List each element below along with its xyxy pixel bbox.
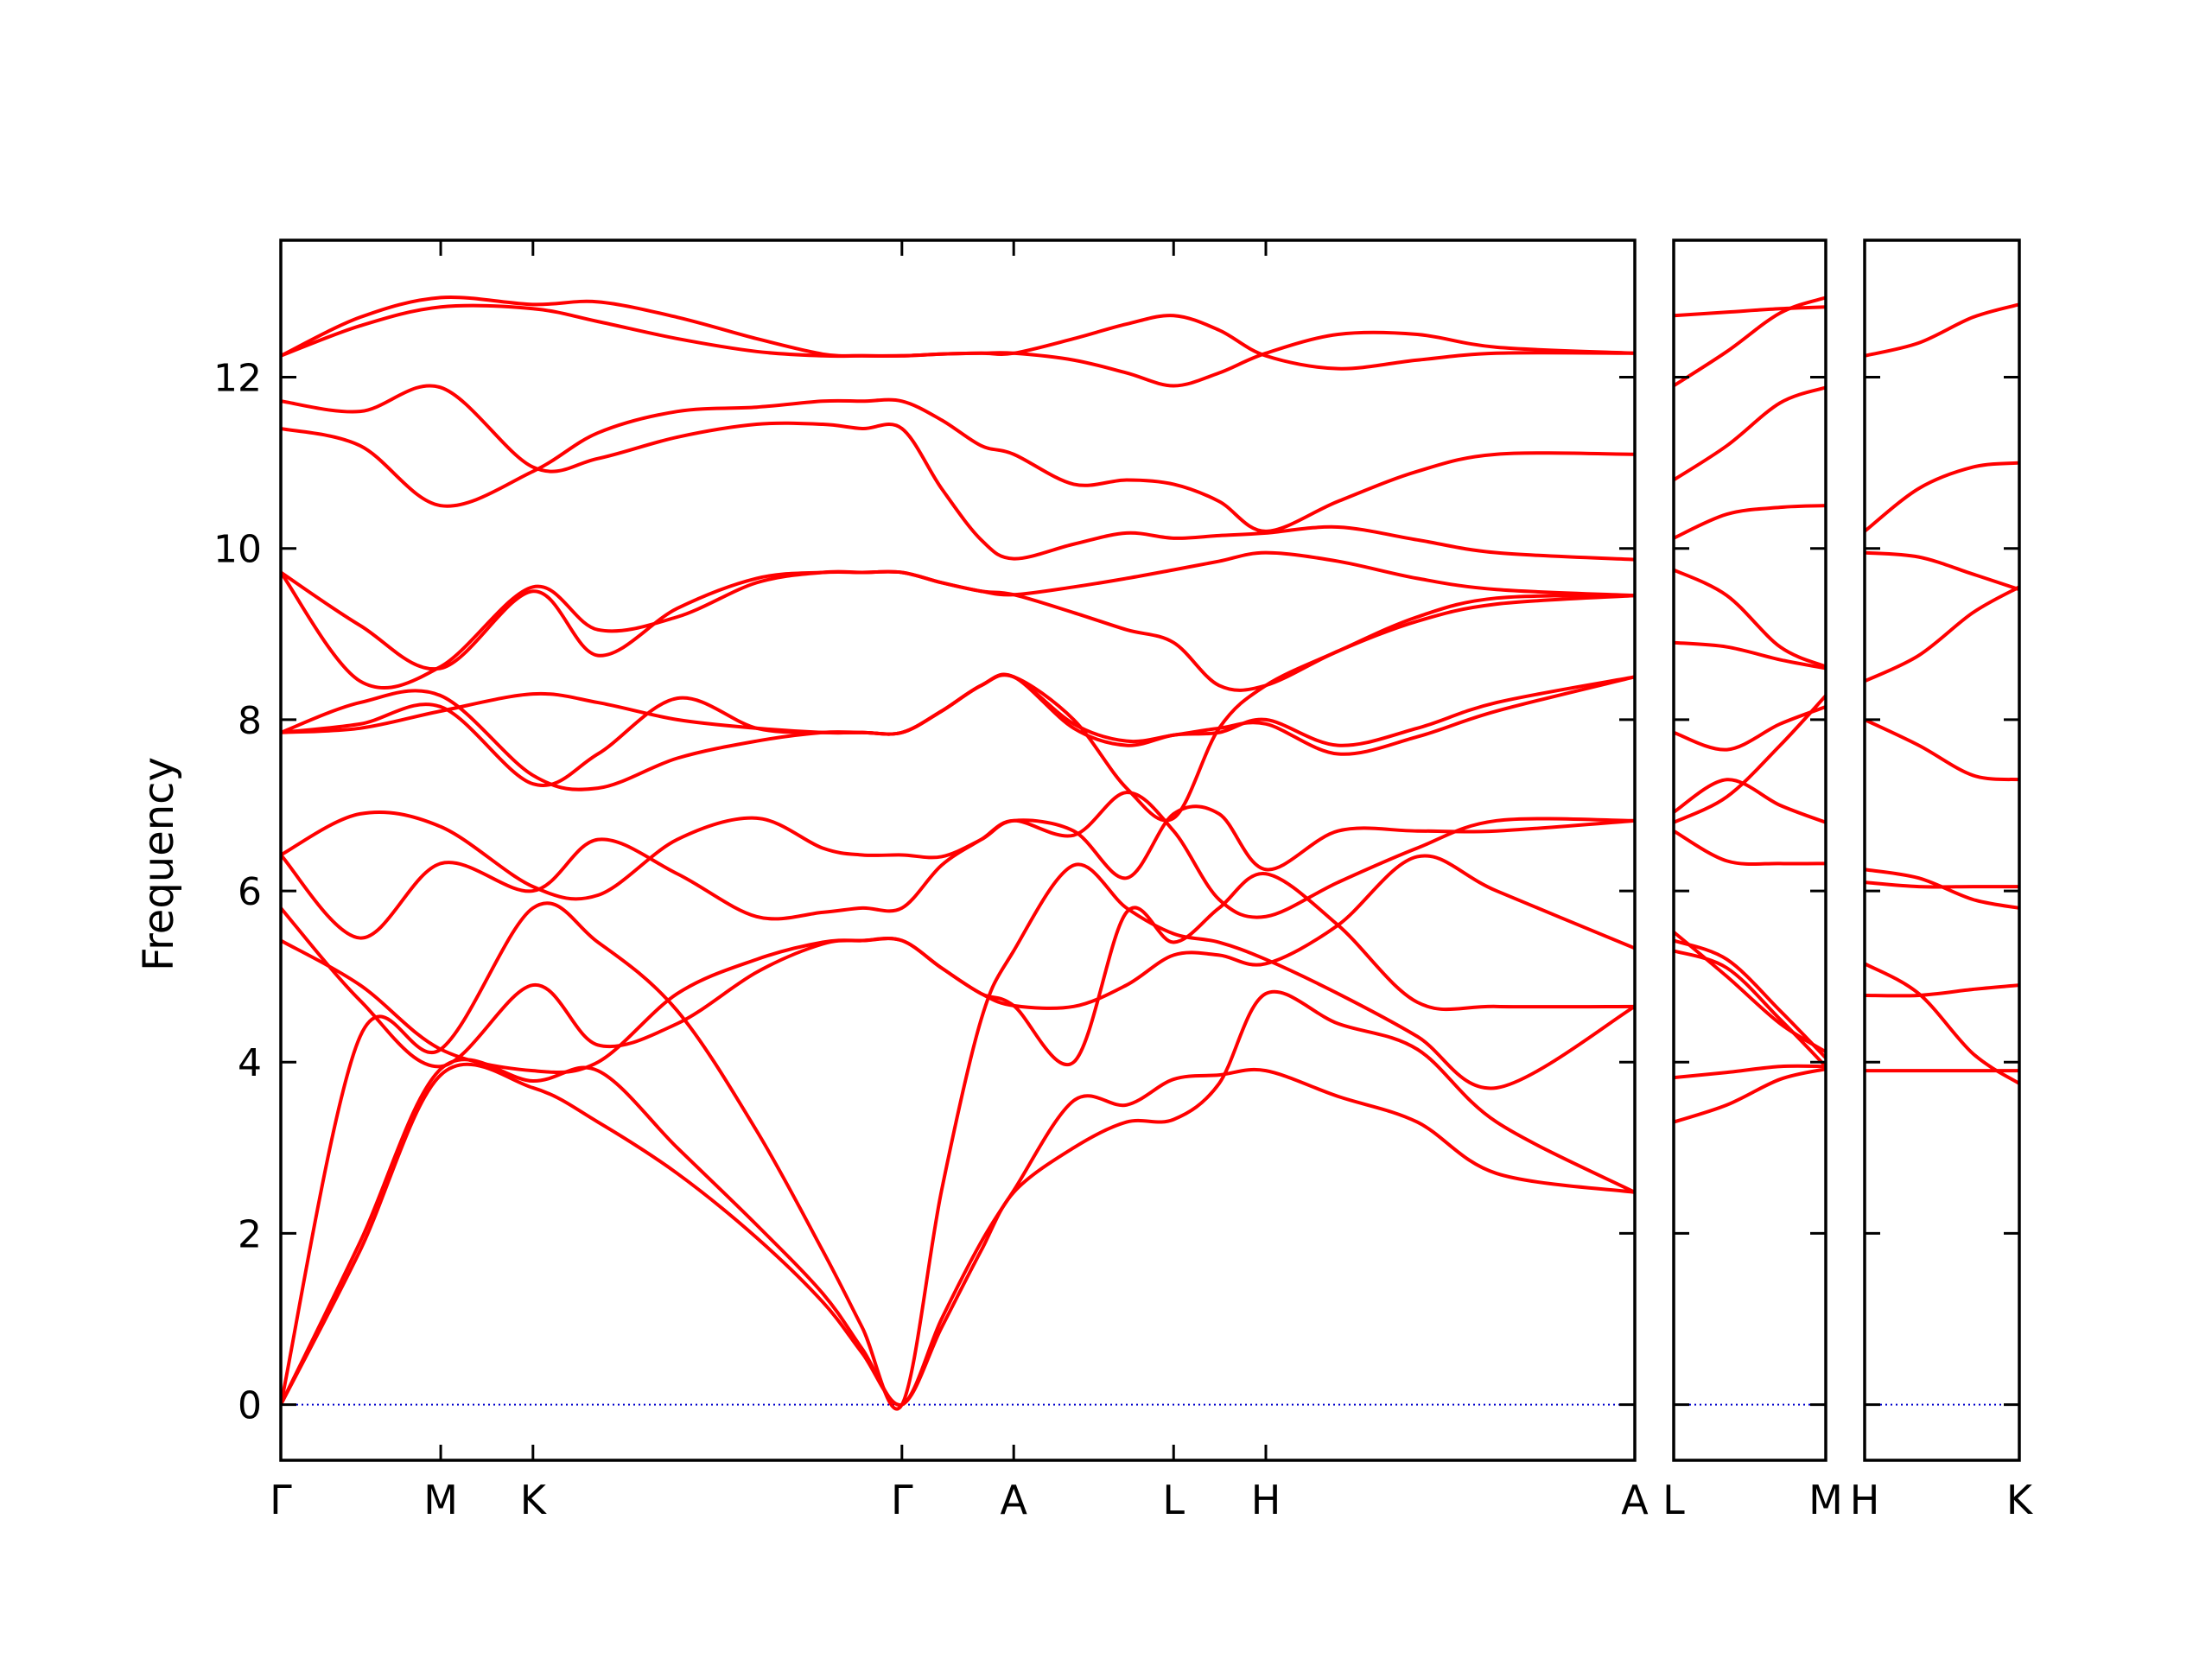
phonon-band-4 [1865, 868, 2019, 910]
phonon-band-3 [1865, 983, 2019, 998]
phonon-band-5 [1865, 880, 2019, 889]
phonon-band-13 [1674, 385, 1826, 482]
phonon-band-8 [1865, 550, 2019, 592]
x-tick-label: K [2006, 1477, 2034, 1523]
phonon-band-2 [1674, 1064, 1826, 1080]
axes-frame [1863, 238, 2021, 1462]
phonon-band-14 [1674, 296, 1826, 388]
y-tick-label: 0 [238, 1384, 262, 1428]
phonon-band-12 [1674, 504, 1826, 540]
phonon-band-6 [281, 791, 1635, 940]
y-tick-label: 4 [238, 1041, 262, 1085]
phonon-band-5 [1674, 930, 1826, 1054]
y-tick-label: 6 [238, 870, 262, 914]
x-tick-label: A [1000, 1477, 1027, 1523]
phonon-band-4 [1674, 938, 1826, 1060]
phonon-band-2 [1865, 962, 2019, 1086]
phonon-band-7 [1674, 778, 1826, 824]
x-tick-label: Γ [891, 1477, 913, 1523]
y-tick-label: 10 [213, 528, 262, 572]
y-tick-label: 8 [238, 699, 262, 743]
y-tick-label: 12 [213, 357, 262, 401]
phonon-band-12 [281, 550, 1635, 671]
y-tick-label: 2 [238, 1212, 262, 1256]
axes-frame [1672, 238, 1827, 1462]
phonon-band-9 [1865, 461, 2019, 533]
x-tick-label: K [520, 1477, 548, 1523]
x-tick-label: H [1251, 1477, 1281, 1523]
phonon-band-9 [1674, 705, 1826, 752]
phonon-band-7 [1865, 585, 2019, 683]
phonon-band-3 [281, 862, 1635, 1411]
phonon-band-1 [281, 989, 1635, 1407]
phonon-band-6 [1674, 829, 1826, 867]
band-group [281, 295, 1635, 1411]
phonon-band-13 [281, 397, 1635, 533]
x-tick-label: L [1662, 1477, 1685, 1523]
phonon-band-15 [1674, 305, 1826, 318]
phonon-band-6 [1865, 717, 2019, 782]
axes-frame [279, 238, 1637, 1462]
phonon-band-7 [281, 804, 1635, 901]
phonon-band-11 [1674, 568, 1826, 669]
x-tick-label: Γ [270, 1477, 292, 1523]
phonon-band-3 [1674, 949, 1826, 1069]
phonon-band-10 [281, 672, 1635, 756]
band-group [1865, 302, 2019, 1086]
x-tick-label: M [423, 1477, 458, 1523]
phonon-band-16 [281, 295, 1635, 388]
phonon-band-14 [281, 384, 1635, 562]
x-tick-label: A [1621, 1477, 1649, 1523]
phonon-band-2 [281, 1058, 1635, 1407]
band-group [1674, 296, 1826, 1124]
x-tick-label: M [1808, 1477, 1843, 1523]
phonon-band-5 [281, 872, 1635, 1069]
phonon-band-10 [1674, 640, 1826, 671]
x-tick-label: H [1850, 1477, 1880, 1523]
x-tick-label: L [1162, 1477, 1185, 1523]
phonon-band-8 [1674, 694, 1826, 824]
phonon-band-10 [1865, 302, 2019, 358]
panel-1: 0 2 4 6 8 10 12 Γ M K Γ A L H A [213, 238, 1649, 1523]
phonon-band-1 [1674, 1067, 1826, 1124]
y-axis-label: Frequency [135, 757, 183, 971]
